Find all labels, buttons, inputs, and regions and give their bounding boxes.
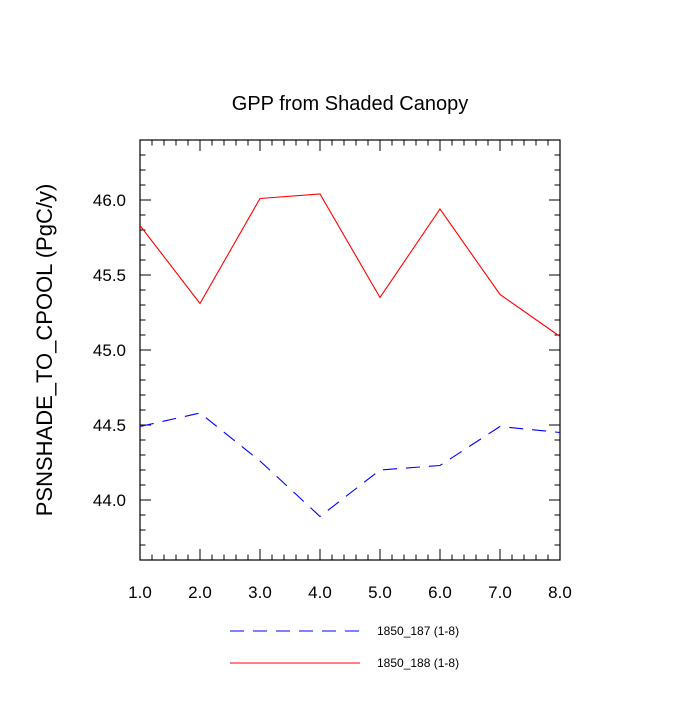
y-tick-label: 45.5 — [93, 266, 126, 285]
axis-tick-labels: 1.0 2.0 3.0 4.0 5.0 6.0 7.0 8.0 44.0 44.5 45.0 45.5… — [93, 191, 572, 602]
legend-label-2: 1850_188 (1-8) — [377, 656, 459, 670]
y-tick-label: 44.5 — [93, 416, 126, 435]
chart-title: GPP from Shaded Canopy — [232, 93, 468, 115]
series-line-1 — [139, 412, 561, 518]
y-tick-label: 46.0 — [93, 191, 126, 210]
series-line-2 — [139, 193, 561, 337]
x-tick-label: 4.0 — [308, 583, 332, 602]
y-axis-label: PSNSHADE_TO_CPOOL (PgC/y) — [32, 184, 57, 517]
x-tick-label: 6.0 — [428, 583, 452, 602]
x-tick-label: 7.0 — [488, 583, 512, 602]
y-tick-label: 45.0 — [93, 341, 126, 360]
axis-ticks — [139, 140, 561, 560]
x-tick-label: 1.0 — [128, 583, 152, 602]
x-tick-label: 3.0 — [248, 583, 272, 602]
series-lines — [139, 193, 561, 518]
plot-frame — [139, 139, 561, 561]
y-tick-label: 44.0 — [93, 491, 126, 510]
legend-label-1: 1850_187 (1-8) — [377, 624, 459, 638]
x-tick-label: 2.0 — [188, 583, 212, 602]
x-tick-label: 8.0 — [548, 583, 572, 602]
x-tick-label: 5.0 — [368, 583, 392, 602]
legend: 1850_187 (1-8) 1850_188 (1-8) — [230, 624, 459, 670]
